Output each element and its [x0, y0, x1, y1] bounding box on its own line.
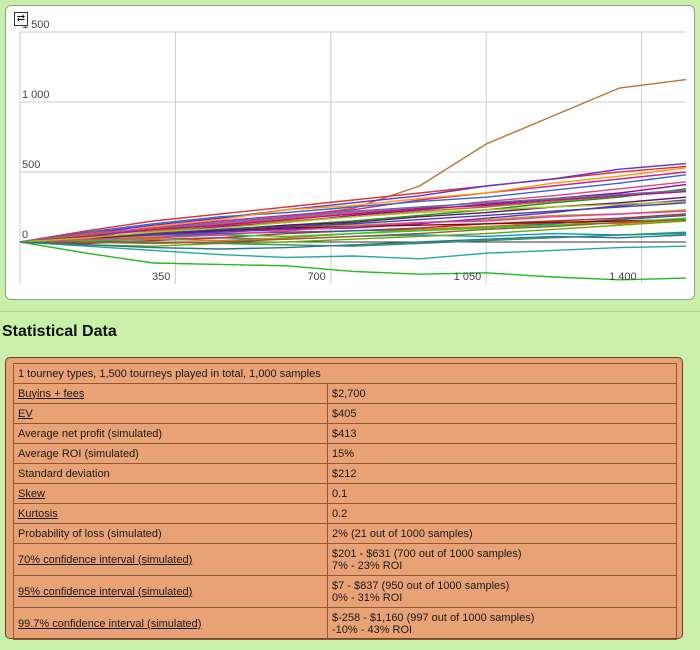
series-line	[19, 210, 687, 243]
y-tick-label: 1 000	[22, 89, 50, 101]
stat-label-link[interactable]: Skew	[18, 487, 45, 500]
stat-label: Average ROI (simulated)	[13, 443, 328, 464]
stat-label-link[interactable]: Kurtosis	[18, 507, 58, 520]
stat-value: $212	[327, 463, 677, 484]
stat-row: Probability of loss (simulated) 2% (21 o…	[13, 523, 677, 544]
stat-value: $-258 - $1,160 (997 out of 1000 samples)…	[327, 607, 677, 640]
stat-value-line: $-258 - $1,160 (997 out of 1000 samples)	[332, 611, 535, 624]
x-tick-label: 1 050	[454, 271, 482, 283]
stat-value-line2: -10% - 43% ROI	[332, 623, 413, 636]
series-line	[19, 78, 687, 243]
stat-row: EV $405	[13, 403, 677, 424]
x-tick-label: 700	[307, 271, 325, 283]
series-line	[19, 241, 687, 260]
stat-label: Probability of loss (simulated)	[13, 523, 328, 544]
stat-value-line2: 0% - 31% ROI	[332, 591, 403, 604]
stat-value: $201 - $631 (700 out of 1000 samples) 7% …	[327, 543, 677, 576]
stat-row: 95% confidence interval (simulated) $7 -…	[13, 575, 677, 608]
series-line	[20, 218, 687, 245]
series-line	[19, 200, 687, 243]
y-tick-label: 1 500	[22, 19, 50, 31]
stat-row: Average net profit (simulated) $413	[13, 423, 677, 444]
stat-row: Kurtosis 0.2	[13, 503, 677, 524]
stats-panel: 1 tourney types, 1,500 tourneys played i…	[5, 357, 683, 640]
stat-value-line: $7 - $837 (950 out of 1000 samples)	[332, 579, 510, 592]
stat-label: Standard deviation	[13, 463, 328, 484]
stats-table: 1 tourney types, 1,500 tourneys played i…	[13, 363, 677, 640]
y-tick-label: 500	[22, 159, 40, 171]
line-chart: 0 500 1 000 1 500 350 700 1 050 1 400	[19, 19, 687, 284]
stat-label-link[interactable]: 70% confidence interval (simulated)	[18, 553, 193, 566]
stat-label: Average net profit (simulated)	[13, 423, 328, 444]
series-line	[19, 202, 687, 243]
series-line	[19, 162, 687, 243]
y-tick-label: 0	[22, 229, 28, 241]
section-title: Statistical Data	[2, 323, 117, 340]
stat-row: Skew 0.1	[13, 483, 677, 504]
stat-value: 0.2	[327, 503, 677, 524]
stat-label-link[interactable]: 95% confidence interval (simulated)	[18, 585, 193, 598]
refresh-icon[interactable]: ⇄	[14, 12, 28, 26]
series-line	[19, 190, 687, 243]
stat-row: Standard deviation $212	[13, 463, 677, 484]
section-divider	[0, 311, 700, 312]
stat-value-line2: 7% - 23% ROI	[332, 559, 403, 572]
summary-text: 1 tourney types, 1,500 tourneys played i…	[13, 363, 677, 384]
stat-row: 99.7% confidence interval (simulated) $-…	[13, 607, 677, 640]
series-line	[19, 241, 687, 281]
series-line	[19, 234, 687, 250]
series-line	[19, 165, 687, 243]
x-tick-label: 350	[152, 271, 170, 283]
stat-row: 70% confidence interval (simulated) $201…	[13, 543, 677, 576]
summary-row: 1 tourney types, 1,500 tourneys played i…	[13, 363, 677, 384]
series-line	[19, 220, 687, 247]
stat-value: $7 - $837 (950 out of 1000 samples) 0% - …	[327, 575, 677, 608]
stat-value: 0.1	[327, 483, 677, 504]
stat-value: 15%	[327, 443, 677, 464]
stat-value: $413	[327, 423, 677, 444]
series-line	[19, 181, 687, 243]
stat-label-link[interactable]: EV	[18, 407, 33, 420]
stat-row: Average ROI (simulated) 15%	[13, 443, 677, 464]
stat-row: Buyins + fees $2,700	[13, 383, 677, 404]
chart-card: 0 500 1 000 1 500 350 700 1 050 1 400 ⇄	[5, 5, 695, 300]
stat-value: $405	[327, 403, 677, 424]
x-tick-label: 1 400	[609, 271, 637, 283]
stat-value: $2,700	[327, 383, 677, 404]
stat-label-link[interactable]: Buyins + fees	[18, 387, 85, 400]
stat-value-line: $201 - $631 (700 out of 1000 samples)	[332, 547, 522, 560]
series-line	[19, 174, 687, 243]
stat-label-link[interactable]: 99.7% confidence interval (simulated)	[18, 617, 202, 630]
stat-value: 2% (21 out of 1000 samples)	[327, 523, 677, 544]
series-line	[19, 209, 687, 243]
